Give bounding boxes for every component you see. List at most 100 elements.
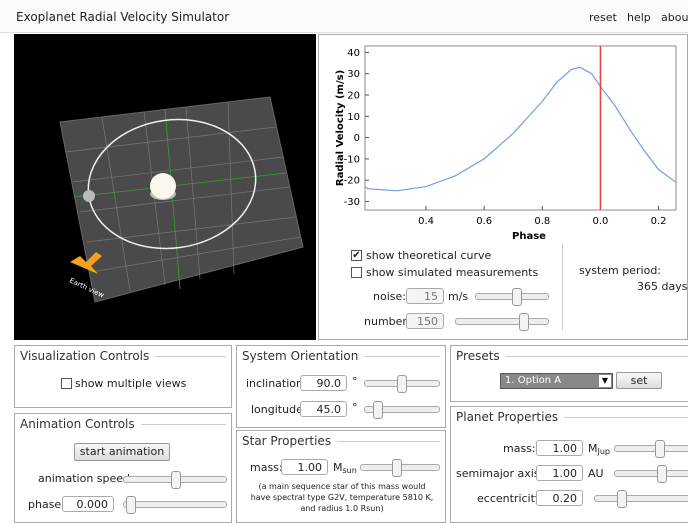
unit: ° <box>352 401 358 414</box>
nav-link[interactable]: help <box>627 11 651 24</box>
unit: ° <box>352 375 358 388</box>
y-tick-label: 20 <box>347 90 360 101</box>
slider-knob[interactable] <box>126 496 136 514</box>
star <box>150 173 176 199</box>
field-label: phase: <box>28 498 65 511</box>
checkbox-label: show multiple views <box>75 377 186 390</box>
x-tick-label: 0.4 <box>418 216 434 227</box>
checkbox-label: show theoretical curve <box>366 249 491 262</box>
unit: AU <box>588 467 604 480</box>
x-axis-label: Phase <box>512 231 546 242</box>
checkbox[interactable] <box>61 378 72 389</box>
speed-slider[interactable] <box>123 476 227 483</box>
unit-sub: sun <box>343 466 357 475</box>
inclination-input[interactable]: 90.0 <box>300 375 347 391</box>
top-bar: Exoplanet Radial Velocity Simulator rese… <box>0 0 688 33</box>
field-label: mass: <box>250 461 283 474</box>
preset-select[interactable]: 1. Option A ▼ <box>500 373 613 389</box>
slider-knob[interactable] <box>512 288 522 306</box>
period-value: 365 days <box>637 280 687 293</box>
phase-slider[interactable] <box>123 501 227 508</box>
y-tick-label: 0 <box>354 133 360 144</box>
slider-knob[interactable] <box>392 459 402 477</box>
number-slider[interactable] <box>455 318 549 325</box>
start-button[interactable]: start animation <box>74 443 170 461</box>
slider-knob[interactable] <box>617 490 627 508</box>
visualization-panel: Visualization Controls show multiple vie… <box>14 345 232 408</box>
slider-knob[interactable] <box>655 440 665 458</box>
y-tick-label: -10 <box>344 154 360 165</box>
y-tick-label: 30 <box>347 69 360 80</box>
orbit-view[interactable]: Earth view <box>14 34 316 340</box>
field-label: semimajor axis: <box>456 467 543 480</box>
y-tick-label: 10 <box>347 112 360 123</box>
unit-main: M <box>588 442 598 455</box>
semimajor-slider[interactable] <box>614 470 688 477</box>
field-label: eccentricity: <box>477 492 544 505</box>
animation-panel: Animation Controls start animation anima… <box>14 413 232 523</box>
noise-slider[interactable] <box>475 293 549 300</box>
x-tick-label: 0.8 <box>534 216 550 227</box>
rv-chart: Radial Velocity (m/s) Phase -30 -20 -10 0 10… <box>318 34 688 246</box>
planet <box>83 190 95 202</box>
nav-link[interactable]: about <box>661 11 688 24</box>
nav-link[interactable]: reset <box>589 11 617 24</box>
panel-title: Star Properties <box>242 434 337 448</box>
page: {"header": {"title": "Exoplanet Radial V… <box>0 0 688 517</box>
planet-panel: Planet Properties mass: 1.00 MJup semima… <box>450 406 688 523</box>
longitude-input[interactable]: 45.0 <box>300 401 347 417</box>
eccentricity-input[interactable]: 0.20 <box>536 490 583 506</box>
field-label: noise: <box>373 290 406 303</box>
unit: m/s <box>448 290 468 303</box>
phase-input[interactable]: 0.000 <box>62 496 114 512</box>
checkbox-label: show simulated measurements <box>366 266 538 279</box>
y-axis-label: Radial Velocity (m/s) <box>335 70 346 186</box>
orientation-panel: System Orientation inclination: 90.0 ° l… <box>236 345 446 428</box>
field-label: longitude: <box>251 403 307 416</box>
panel-title: Animation Controls <box>20 417 141 431</box>
app-title: Exoplanet Radial Velocity Simulator <box>16 10 229 24</box>
field-label: mass: <box>503 442 536 455</box>
presets-panel: Presets 1. Option A ▼ set <box>450 345 688 402</box>
star-mass-input[interactable]: 1.00 <box>281 459 328 475</box>
field-label: inclination: <box>246 377 307 390</box>
panel-title: Planet Properties <box>456 410 564 424</box>
select-arrow: ▼ <box>599 375 611 387</box>
panel-title: Visualization Controls <box>20 349 155 363</box>
planet-mass-input[interactable]: 1.00 <box>536 440 583 456</box>
noise-input[interactable]: 15 <box>406 288 444 304</box>
field-label: number: <box>364 315 410 328</box>
set-button[interactable]: set <box>616 372 662 389</box>
x-tick-label: 0.6 <box>476 216 492 227</box>
select-value: 1. Option A <box>505 375 561 386</box>
star-panel: Star Properties mass: 1.00 Msun (a main … <box>236 430 446 523</box>
checkbox[interactable]: ✔ <box>351 250 362 261</box>
panel-title: Presets <box>456 349 506 363</box>
eccentricity-slider[interactable] <box>594 495 688 502</box>
divider <box>562 244 563 330</box>
unit: Msun <box>333 461 357 475</box>
inclination-slider[interactable] <box>364 380 440 387</box>
star-mass-slider[interactable] <box>360 464 440 471</box>
rv-curve <box>365 67 676 191</box>
period-label: system period: <box>579 264 661 277</box>
longitude-slider[interactable] <box>364 406 440 413</box>
semimajor-input[interactable]: 1.00 <box>536 465 583 481</box>
slider-knob[interactable] <box>657 465 667 483</box>
unit-main: M <box>333 461 343 474</box>
number-input[interactable]: 150 <box>406 313 444 329</box>
unit-sub: Jup <box>598 447 611 456</box>
checkbox[interactable] <box>351 267 362 278</box>
slider-knob[interactable] <box>171 471 181 489</box>
y-tick-label: 40 <box>347 48 360 59</box>
y-tick-label: -20 <box>344 176 360 187</box>
panel-title: System Orientation <box>242 349 364 363</box>
field-label: animation speed: <box>38 472 134 485</box>
star-note: (a main sequence star of this mass would… <box>249 481 435 514</box>
planet-mass-slider[interactable] <box>614 445 688 452</box>
slider-knob[interactable] <box>373 401 383 419</box>
y-tick-label: -30 <box>344 197 360 208</box>
slider-knob[interactable] <box>519 313 529 331</box>
unit: MJup <box>588 442 610 456</box>
slider-knob[interactable] <box>397 375 407 393</box>
